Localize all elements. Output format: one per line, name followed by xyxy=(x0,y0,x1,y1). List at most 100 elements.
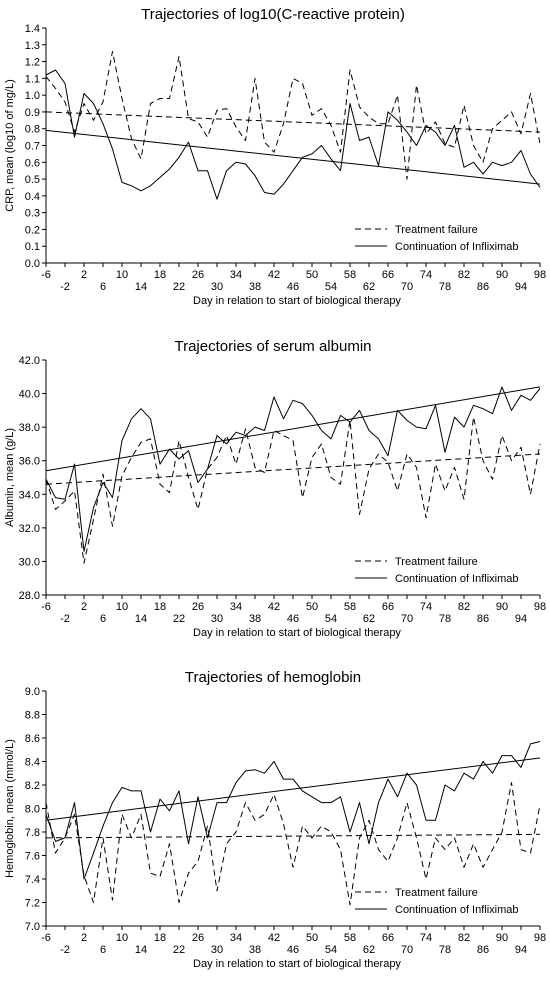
y-tick-label: 7.8 xyxy=(25,827,40,839)
x-tick-label: 22 xyxy=(173,613,185,625)
x-tick-label: 86 xyxy=(477,944,489,956)
x-tick-label: 42 xyxy=(268,932,280,944)
x-tick-label: 30 xyxy=(211,281,223,293)
y-tick-label: 8.6 xyxy=(25,733,40,745)
x-tick-label: 42 xyxy=(268,269,280,281)
x-tick-label: -2 xyxy=(60,944,70,956)
x-tick-label: 58 xyxy=(344,269,356,281)
x-axis-label: Day in relation to start of biological t… xyxy=(193,295,401,307)
y-tick-label: 0.0 xyxy=(25,258,40,270)
legend-entry: Continuation of Infliximab xyxy=(395,573,519,585)
y-tick-label: 1.2 xyxy=(25,57,40,69)
legend-entry: Treatment failure xyxy=(395,224,478,236)
x-tick-label: 2 xyxy=(81,601,87,613)
chart-panel-1: Trajectories of log10(C-reactive protein… xyxy=(4,6,546,307)
x-tick-label: 54 xyxy=(325,281,337,293)
x-tick-label: 98 xyxy=(534,269,546,281)
y-tick-label: 0.5 xyxy=(25,174,40,186)
x-axis-label: Day in relation to start of biological t… xyxy=(193,627,401,639)
x-tick-label: 46 xyxy=(287,944,299,956)
series-line-continuation-infliximab xyxy=(45,69,541,200)
y-tick-label: 0.3 xyxy=(25,208,40,220)
x-tick-label: 82 xyxy=(458,269,470,281)
x-tick-label: 70 xyxy=(401,281,413,293)
y-tick-label: 1.3 xyxy=(25,40,40,52)
x-tick-label: 90 xyxy=(496,932,508,944)
y-tick-label: 1.1 xyxy=(25,73,40,85)
x-tick-label: 94 xyxy=(515,613,527,625)
y-tick-label: 28.0 xyxy=(19,590,40,602)
x-tick-label: 18 xyxy=(154,269,166,281)
y-tick-label: 7.0 xyxy=(25,921,40,933)
x-tick-label: 34 xyxy=(230,601,242,613)
y-tick-label: 7.2 xyxy=(25,898,40,910)
x-tick-label: 82 xyxy=(458,932,470,944)
x-tick-label: 46 xyxy=(287,613,299,625)
y-tick-label: 0.1 xyxy=(25,241,40,253)
x-tick-label: 6 xyxy=(100,944,106,956)
legend: Treatment failure Continuation of Inflixi… xyxy=(355,556,519,585)
legend: Treatment failure Continuation of Inflixi… xyxy=(355,887,519,916)
y-tick-label: 40.0 xyxy=(19,389,40,401)
y-tick-label: 7.4 xyxy=(25,874,40,886)
y-axis-label: Albumin, mean (g/L) xyxy=(4,428,16,527)
x-tick-label: 6 xyxy=(100,613,106,625)
y-tick-label: 30.0 xyxy=(19,556,40,568)
series-line-continuation-infliximab xyxy=(45,741,541,880)
y-tick-label: 8.0 xyxy=(25,804,40,816)
x-tick-label: 70 xyxy=(401,944,413,956)
x-tick-label: 62 xyxy=(363,613,375,625)
x-tick-label: 38 xyxy=(249,944,261,956)
x-tick-label: 74 xyxy=(420,932,432,944)
x-tick-label: 22 xyxy=(173,944,185,956)
trend-line-treatment-failure xyxy=(45,453,541,485)
y-tick-label: 1.0 xyxy=(25,90,40,102)
y-tick-label: 0.2 xyxy=(25,224,40,236)
x-tick-label: -6 xyxy=(41,932,51,944)
x-tick-label: 14 xyxy=(135,613,147,625)
x-tick-label: 66 xyxy=(382,601,394,613)
trend-line-treatment-failure xyxy=(45,833,541,839)
x-tick-label: 62 xyxy=(363,944,375,956)
x-tick-label: 66 xyxy=(382,932,394,944)
y-tick-label: 38.0 xyxy=(19,422,40,434)
x-tick-label: 50 xyxy=(306,932,318,944)
x-tick-label: 6 xyxy=(100,281,106,293)
x-tick-label: 14 xyxy=(135,281,147,293)
x-tick-label: 94 xyxy=(515,944,527,956)
x-tick-label: -6 xyxy=(41,601,51,613)
x-tick-label: 18 xyxy=(154,932,166,944)
x-tick-label: 26 xyxy=(192,932,204,944)
x-tick-label: 38 xyxy=(249,281,261,293)
x-tick-label: 94 xyxy=(515,281,527,293)
x-tick-label: 10 xyxy=(116,932,128,944)
x-tick-label: 50 xyxy=(306,601,318,613)
y-tick-label: 0.7 xyxy=(25,141,40,153)
y-axis-label: CRP, mean (log10 of mg/L) xyxy=(4,79,16,211)
x-tick-label: 86 xyxy=(477,281,489,293)
x-tick-label: 42 xyxy=(268,601,280,613)
legend-entry: Continuation of Infliximab xyxy=(395,241,519,253)
x-tick-label: 22 xyxy=(173,281,185,293)
x-tick-label: -2 xyxy=(60,613,70,625)
y-tick-label: 34.0 xyxy=(19,489,40,501)
x-tick-label: 30 xyxy=(211,944,223,956)
x-tick-label: 46 xyxy=(287,281,299,293)
y-tick-label: 0.4 xyxy=(25,191,40,203)
y-tick-label: 8.8 xyxy=(25,710,40,722)
y-tick-label: 8.4 xyxy=(25,757,40,769)
x-tick-label: 58 xyxy=(344,601,356,613)
x-tick-label: 34 xyxy=(230,932,242,944)
legend-entry: Continuation of Infliximab xyxy=(395,904,519,916)
x-tick-label: 2 xyxy=(81,932,87,944)
x-tick-label: 54 xyxy=(325,613,337,625)
x-tick-label: 78 xyxy=(439,613,451,625)
series-line-continuation-infliximab xyxy=(45,386,541,552)
x-tick-label: 74 xyxy=(420,269,432,281)
x-tick-label: 90 xyxy=(496,269,508,281)
y-tick-label: 9.0 xyxy=(25,686,40,698)
x-tick-label: 90 xyxy=(496,601,508,613)
chart-title: Trajectories of serum albumin xyxy=(174,338,371,355)
x-tick-label: 26 xyxy=(192,269,204,281)
